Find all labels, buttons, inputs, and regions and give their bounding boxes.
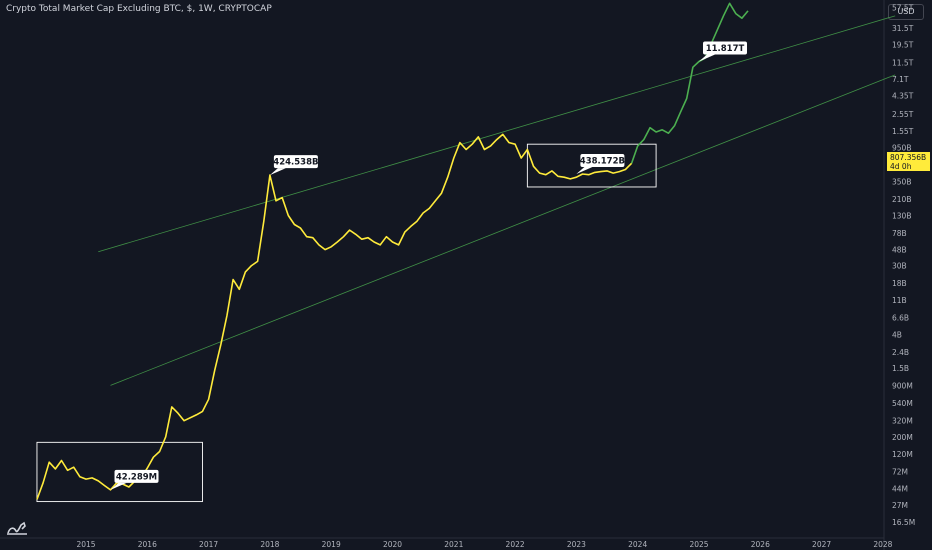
channel-line — [110, 74, 896, 386]
y-tick-label: 120M — [892, 450, 913, 459]
callout-label: 438.172B — [580, 157, 625, 167]
y-tick-label: 210B — [892, 195, 911, 204]
y-tick-label: 320M — [892, 417, 913, 426]
tradingview-logo-icon[interactable] — [6, 520, 28, 536]
callout-box — [580, 154, 625, 168]
bar-countdown: 4d 0h — [890, 162, 912, 171]
last-price-tag: 807.356B 4d 0h — [887, 152, 930, 171]
callout-box — [114, 469, 159, 483]
y-tick-label: 16.5M — [892, 518, 915, 527]
y-tick-label: 18B — [892, 279, 907, 288]
callout-pointer — [699, 54, 715, 62]
callout-box — [703, 41, 747, 55]
x-tick-label: 2019 — [322, 540, 341, 549]
price-line-historical — [36, 133, 633, 500]
callout-label: 424.538B — [273, 158, 318, 168]
last-price-value: 807.356B — [890, 153, 927, 162]
y-tick-label: 6.6B — [892, 313, 909, 322]
callout-pointer — [269, 168, 286, 176]
callout-box — [273, 155, 318, 169]
y-tick-label: 4B — [892, 330, 902, 339]
y-tick-label: 57.5T — [892, 3, 914, 12]
callout-pointer — [576, 167, 593, 175]
callout-label: 42.289M — [116, 472, 157, 482]
y-tick-label: 44M — [892, 484, 908, 493]
y-tick-label: 31.5T — [892, 24, 914, 33]
x-tick-label: 2021 — [444, 540, 463, 549]
y-tick-label: 1.5B — [892, 364, 909, 373]
y-tick-label: 27M — [892, 501, 908, 510]
y-tick-label: 48B — [892, 246, 907, 255]
x-tick-label: 2016 — [138, 540, 157, 549]
price-line-recent — [630, 2, 749, 164]
callout-label: 11.817T — [706, 44, 745, 54]
y-tick-label: 30B — [892, 262, 907, 271]
y-tick-label: 4.35T — [892, 92, 914, 101]
x-tick-label: 2020 — [383, 540, 402, 549]
y-tick-label: 200M — [892, 433, 913, 442]
highlight-box — [526, 143, 657, 188]
y-tick-label: 900M — [892, 381, 913, 390]
currency-button[interactable]: USD — [888, 4, 924, 20]
highlight-box — [36, 441, 203, 503]
callout-pointer — [110, 482, 127, 490]
x-tick-label: 2027 — [812, 540, 831, 549]
x-tick-label: 2024 — [628, 540, 647, 549]
x-tick-label: 2017 — [199, 540, 218, 549]
y-tick-label: 72M — [892, 468, 908, 477]
y-tick-label: 11.5T — [892, 58, 914, 67]
y-tick-label: 78B — [892, 229, 907, 238]
chart-title: Crypto Total Market Cap Excluding BTC, $… — [6, 4, 272, 14]
y-tick-label: 7.1T — [892, 75, 909, 84]
y-tick-label: 2.4B — [892, 348, 909, 357]
x-tick-label: 2018 — [260, 540, 279, 549]
y-tick-label: 350B — [892, 178, 911, 187]
y-tick-label: 130B — [892, 212, 911, 221]
x-tick-label: 2026 — [751, 540, 770, 549]
y-tick-label: 2.55T — [892, 110, 914, 119]
x-tick-label: 2025 — [689, 540, 708, 549]
channel-line — [98, 15, 896, 253]
x-tick-label: 2023 — [567, 540, 586, 549]
y-tick-label: 1.55T — [892, 127, 914, 136]
x-tick-label: 2022 — [506, 540, 525, 549]
y-tick-label: 540M — [892, 399, 913, 408]
x-tick-label: 2028 — [873, 540, 892, 549]
y-tick-label: 11B — [892, 296, 907, 305]
y-tick-label: 19.5T — [892, 40, 914, 49]
x-tick-label: 2015 — [76, 540, 95, 549]
y-tick-label: 950B — [892, 144, 911, 153]
